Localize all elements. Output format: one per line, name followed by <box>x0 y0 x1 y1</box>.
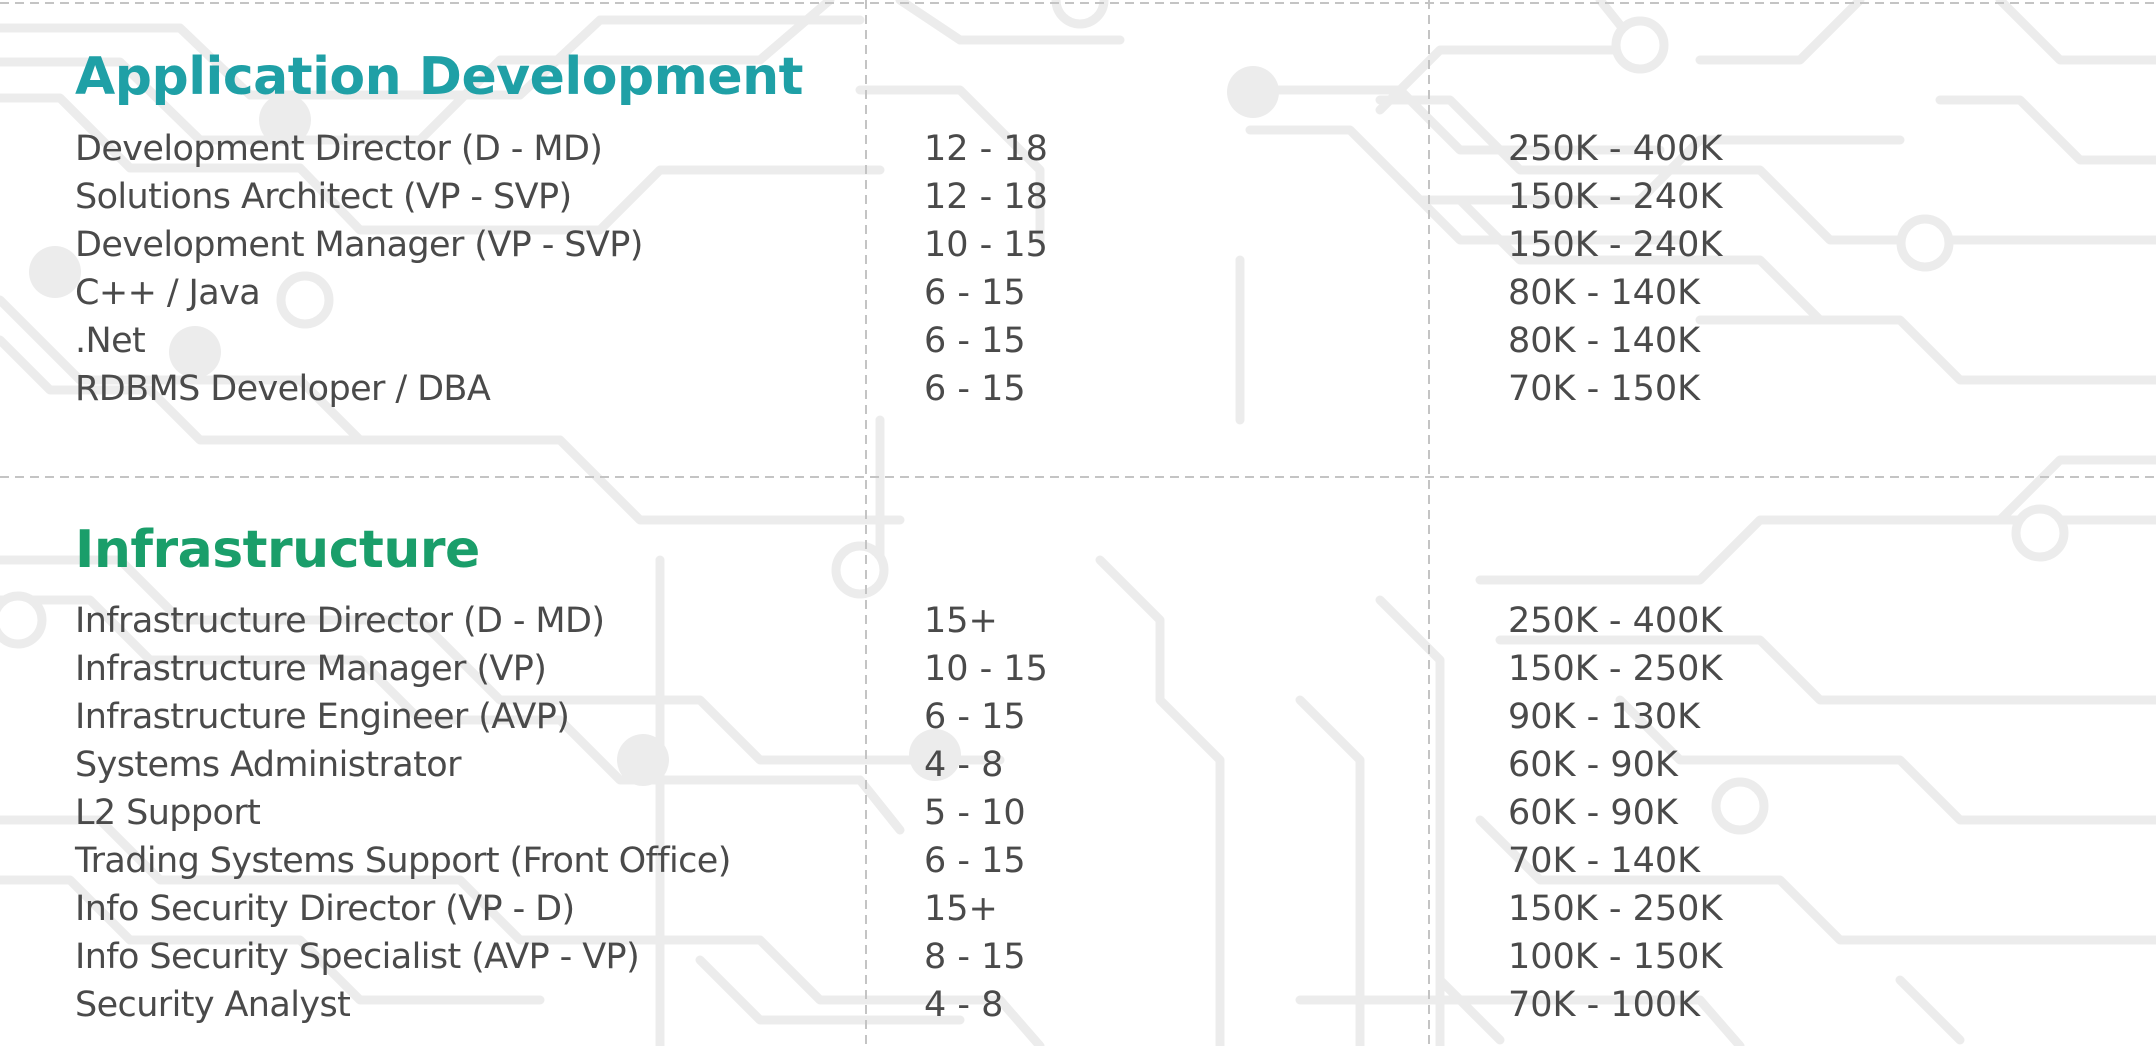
salary-range: 150K - 250K <box>1508 649 1723 689</box>
role-label: C++ / Java <box>75 273 261 313</box>
role-label: Trading Systems Support (Front Office) <box>75 841 731 881</box>
table-row: Infrastructure Manager (VP) 10 - 15 150K… <box>0 645 2156 693</box>
role-label: Info Security Specialist (AVP - VP) <box>75 937 640 977</box>
role-label: Info Security Director (VP - D) <box>75 889 575 929</box>
table-row: Development Director (D - MD) 12 - 18 25… <box>0 125 2156 173</box>
table-row: Info Security Director (VP - D) 15+ 150K… <box>0 885 2156 933</box>
role-label: Infrastructure Director (D - MD) <box>75 601 605 641</box>
table-row: Solutions Architect (VP - SVP) 12 - 18 1… <box>0 173 2156 221</box>
salary-range: 70K - 150K <box>1508 369 1701 409</box>
salary-range: 60K - 90K <box>1508 745 1678 785</box>
salary-range: 250K - 400K <box>1508 601 1723 641</box>
salary-range: 80K - 140K <box>1508 321 1701 361</box>
table-row: .Net 6 - 15 80K - 140K <box>0 317 2156 365</box>
experience-years: 12 - 18 <box>924 129 1048 169</box>
experience-years: 6 - 15 <box>924 369 1026 409</box>
salary-range: 100K - 150K <box>1508 937 1723 977</box>
role-label: Development Manager (VP - SVP) <box>75 225 643 265</box>
experience-years: 15+ <box>924 889 998 929</box>
experience-years: 4 - 8 <box>924 745 1004 785</box>
table-row: Trading Systems Support (Front Office) 6… <box>0 837 2156 885</box>
role-label: Development Director (D - MD) <box>75 129 603 169</box>
experience-years: 10 - 15 <box>924 225 1048 265</box>
salary-range: 90K - 130K <box>1508 697 1701 737</box>
table-row: Systems Administrator 4 - 8 60K - 90K <box>0 741 2156 789</box>
table-row: L2 Support 5 - 10 60K - 90K <box>0 789 2156 837</box>
salary-range: 150K - 250K <box>1508 889 1723 929</box>
table-row: Development Manager (VP - SVP) 10 - 15 1… <box>0 221 2156 269</box>
salary-range: 80K - 140K <box>1508 273 1701 313</box>
experience-years: 6 - 15 <box>924 321 1026 361</box>
table-row: RDBMS Developer / DBA 6 - 15 70K - 150K <box>0 365 2156 413</box>
salary-range: 70K - 140K <box>1508 841 1701 881</box>
role-label: RDBMS Developer / DBA <box>75 369 491 409</box>
role-label: Infrastructure Engineer (AVP) <box>75 697 570 737</box>
salary-range: 60K - 90K <box>1508 793 1678 833</box>
circuit-pads-outline <box>0 0 2069 835</box>
experience-years: 6 - 15 <box>924 273 1026 313</box>
role-label: Solutions Architect (VP - SVP) <box>75 177 572 217</box>
table-row: C++ / Java 6 - 15 80K - 140K <box>0 269 2156 317</box>
role-label: .Net <box>75 321 146 361</box>
experience-years: 6 - 15 <box>924 697 1026 737</box>
experience-years: 10 - 15 <box>924 649 1048 689</box>
role-label: Security Analyst <box>75 985 351 1025</box>
table-row: Security Analyst 4 - 8 70K - 100K <box>0 981 2156 1029</box>
circuit-pads-filled <box>29 66 1279 786</box>
table-row: Infrastructure Director (D - MD) 15+ 250… <box>0 597 2156 645</box>
table-row: Infrastructure Engineer (AVP) 6 - 15 90K… <box>0 693 2156 741</box>
section-title: Application Development <box>75 47 803 107</box>
table-row: Info Security Specialist (AVP - VP) 8 - … <box>0 933 2156 981</box>
experience-years: 5 - 10 <box>924 793 1026 833</box>
salary-range: 70K - 100K <box>1508 985 1701 1025</box>
salary-range: 150K - 240K <box>1508 177 1723 217</box>
role-label: Infrastructure Manager (VP) <box>75 649 547 689</box>
experience-years: 4 - 8 <box>924 985 1004 1025</box>
salary-range: 250K - 400K <box>1508 129 1723 169</box>
role-label: L2 Support <box>75 793 261 833</box>
section-title: Infrastructure <box>75 520 480 580</box>
experience-years: 8 - 15 <box>924 937 1026 977</box>
experience-years: 6 - 15 <box>924 841 1026 881</box>
experience-years: 12 - 18 <box>924 177 1048 217</box>
experience-years: 15+ <box>924 601 998 641</box>
role-label: Systems Administrator <box>75 745 461 785</box>
salary-range: 150K - 240K <box>1508 225 1723 265</box>
